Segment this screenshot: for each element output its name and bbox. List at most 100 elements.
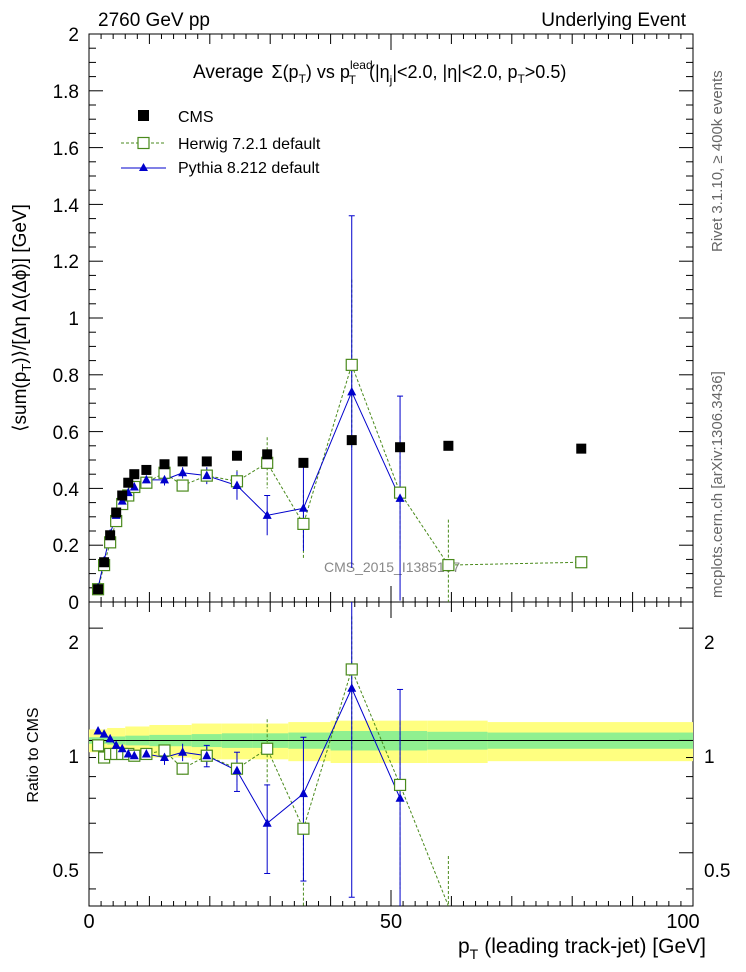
header-right: Underlying Event xyxy=(541,10,686,31)
herwig-ratio-point xyxy=(261,742,274,755)
cms-point xyxy=(346,435,357,446)
title-part: Average xyxy=(193,62,263,83)
y-tick-label: 0.2 xyxy=(53,536,79,557)
pythia-point xyxy=(160,474,169,484)
cms-point xyxy=(129,469,140,480)
y-axis-label: ⟨sum(pT)⟩/[Δη Δ(Δϕ)] [GeV] xyxy=(10,204,34,432)
herwig-ratio-point xyxy=(176,762,189,775)
herwig-point xyxy=(442,558,455,572)
title-part: T xyxy=(517,72,525,86)
pythia-ratio-point xyxy=(99,729,109,738)
herwig-point xyxy=(345,358,358,371)
pythia-point xyxy=(178,467,188,477)
ratio-plot-marks xyxy=(91,602,449,907)
pythia-ratio-point xyxy=(105,733,115,743)
title-part: Σ(p xyxy=(271,62,298,82)
y-tick-label: 0.8 xyxy=(53,366,79,387)
ratio-y-tick-label-right: 1 xyxy=(704,747,715,768)
cms-point xyxy=(177,456,188,467)
pythia-ratio-point xyxy=(395,793,405,802)
herwig-ratio-point xyxy=(91,739,105,752)
cms-point xyxy=(443,440,454,451)
cms-point xyxy=(117,490,128,501)
pythia-point xyxy=(141,474,151,484)
legend-cms-label: CMS xyxy=(178,109,214,126)
legend-herwig-marker xyxy=(137,136,150,150)
y-axis-label-a: ⟨sum(p xyxy=(10,372,31,432)
pythia-point xyxy=(262,510,272,519)
y-tick-label: 0.4 xyxy=(53,480,80,501)
herwig-ratio-point xyxy=(393,778,407,792)
pythia-ratio-point xyxy=(160,752,169,762)
ratio-y-tick-label: 1 xyxy=(68,747,79,768)
pythia-ratio-point xyxy=(123,748,133,758)
main-axes xyxy=(88,33,694,603)
analysis-watermark: CMS_2015_I1385107 xyxy=(324,559,460,575)
plot-title: Average Σ(pT) vs plead T (|ηj|<2.0, |η|<2.0… xyxy=(193,58,566,87)
cms-point xyxy=(123,477,134,488)
pythia-point xyxy=(395,493,405,502)
x-tick-labels: 0 50 100 xyxy=(83,911,699,933)
cms-point xyxy=(298,457,309,468)
pythia-ratio-point xyxy=(129,750,139,760)
legend-pythia-marker xyxy=(139,163,148,171)
title-part: >0.5) xyxy=(525,62,567,82)
x-tick-label: 0 xyxy=(83,911,94,933)
y-tick-label: 1.6 xyxy=(53,139,79,160)
title-part: (|η xyxy=(369,62,390,82)
title-part: j xyxy=(389,73,393,87)
title-part: T xyxy=(299,72,307,86)
x-tick-label: 50 xyxy=(380,911,402,933)
ratio-y-tick-labels: 0.5 1 2 0.5 1 2 xyxy=(53,633,731,882)
y-axis-label-sub: T xyxy=(19,364,34,372)
herwig-point xyxy=(297,517,310,531)
cms-point xyxy=(395,442,406,453)
legend-pythia-label: Pythia 8.212 default xyxy=(178,160,320,177)
title-part: |<2.0, |η|<2.0, p xyxy=(392,62,517,82)
pythia-ratio-point xyxy=(178,747,188,756)
pythia-point xyxy=(298,503,308,512)
pythia-point xyxy=(129,481,139,491)
pythia-ratio-point xyxy=(347,683,357,692)
cms-point xyxy=(105,530,116,541)
herwig-point xyxy=(176,479,189,492)
main-plot-marks xyxy=(91,215,588,602)
pythia-ratio-point xyxy=(232,765,242,775)
cms-point xyxy=(141,464,152,475)
y-tick-label: 0.6 xyxy=(53,423,79,444)
ratio-y-tick-label: 0.5 xyxy=(53,861,79,882)
cms-point xyxy=(93,584,104,595)
x-axis-label-rest: (leading track-jet) [GeV] xyxy=(484,935,706,958)
herwig-point xyxy=(575,556,588,569)
x-axis-label-p: p xyxy=(458,935,470,958)
x-axis-label: pT (leading track-jet) [GeV] xyxy=(458,935,706,962)
title-part: lead xyxy=(350,58,373,72)
pythia-ratio-point xyxy=(93,726,103,735)
cms-point xyxy=(576,443,587,454)
pythia-ratio-point xyxy=(298,788,308,798)
mcplots-label: mcplots.cern.ch [arXiv:1306.3436] xyxy=(709,371,726,598)
cms-point xyxy=(159,459,170,470)
pythia-point xyxy=(202,470,212,480)
ratio-y-tick-label: 2 xyxy=(68,633,79,654)
cms-point xyxy=(231,450,242,461)
cms-point xyxy=(99,557,110,568)
herwig-ratio-point xyxy=(345,663,358,676)
pythia-ratio-point xyxy=(262,818,272,827)
ratio-y-tick-label-right: 0.5 xyxy=(704,861,730,882)
pythia-ratio-point xyxy=(117,743,127,753)
pythia-ratio-point xyxy=(141,748,151,758)
y-tick-label: 1 xyxy=(68,309,79,330)
herwig-ratio-point xyxy=(297,822,310,835)
ratio-uncertainty-bands xyxy=(89,720,693,764)
y-tick-label: 2 xyxy=(68,25,79,46)
y-tick-label: 1.8 xyxy=(53,82,79,103)
ratio-y-tick-label-right: 2 xyxy=(704,633,715,654)
pythia-point xyxy=(347,386,357,396)
cms-point xyxy=(111,507,122,518)
pythia-ratio-point xyxy=(202,750,212,760)
y-tick-label: 0 xyxy=(68,593,79,614)
cms-point xyxy=(262,449,273,460)
x-tick-label: 100 xyxy=(666,911,699,933)
